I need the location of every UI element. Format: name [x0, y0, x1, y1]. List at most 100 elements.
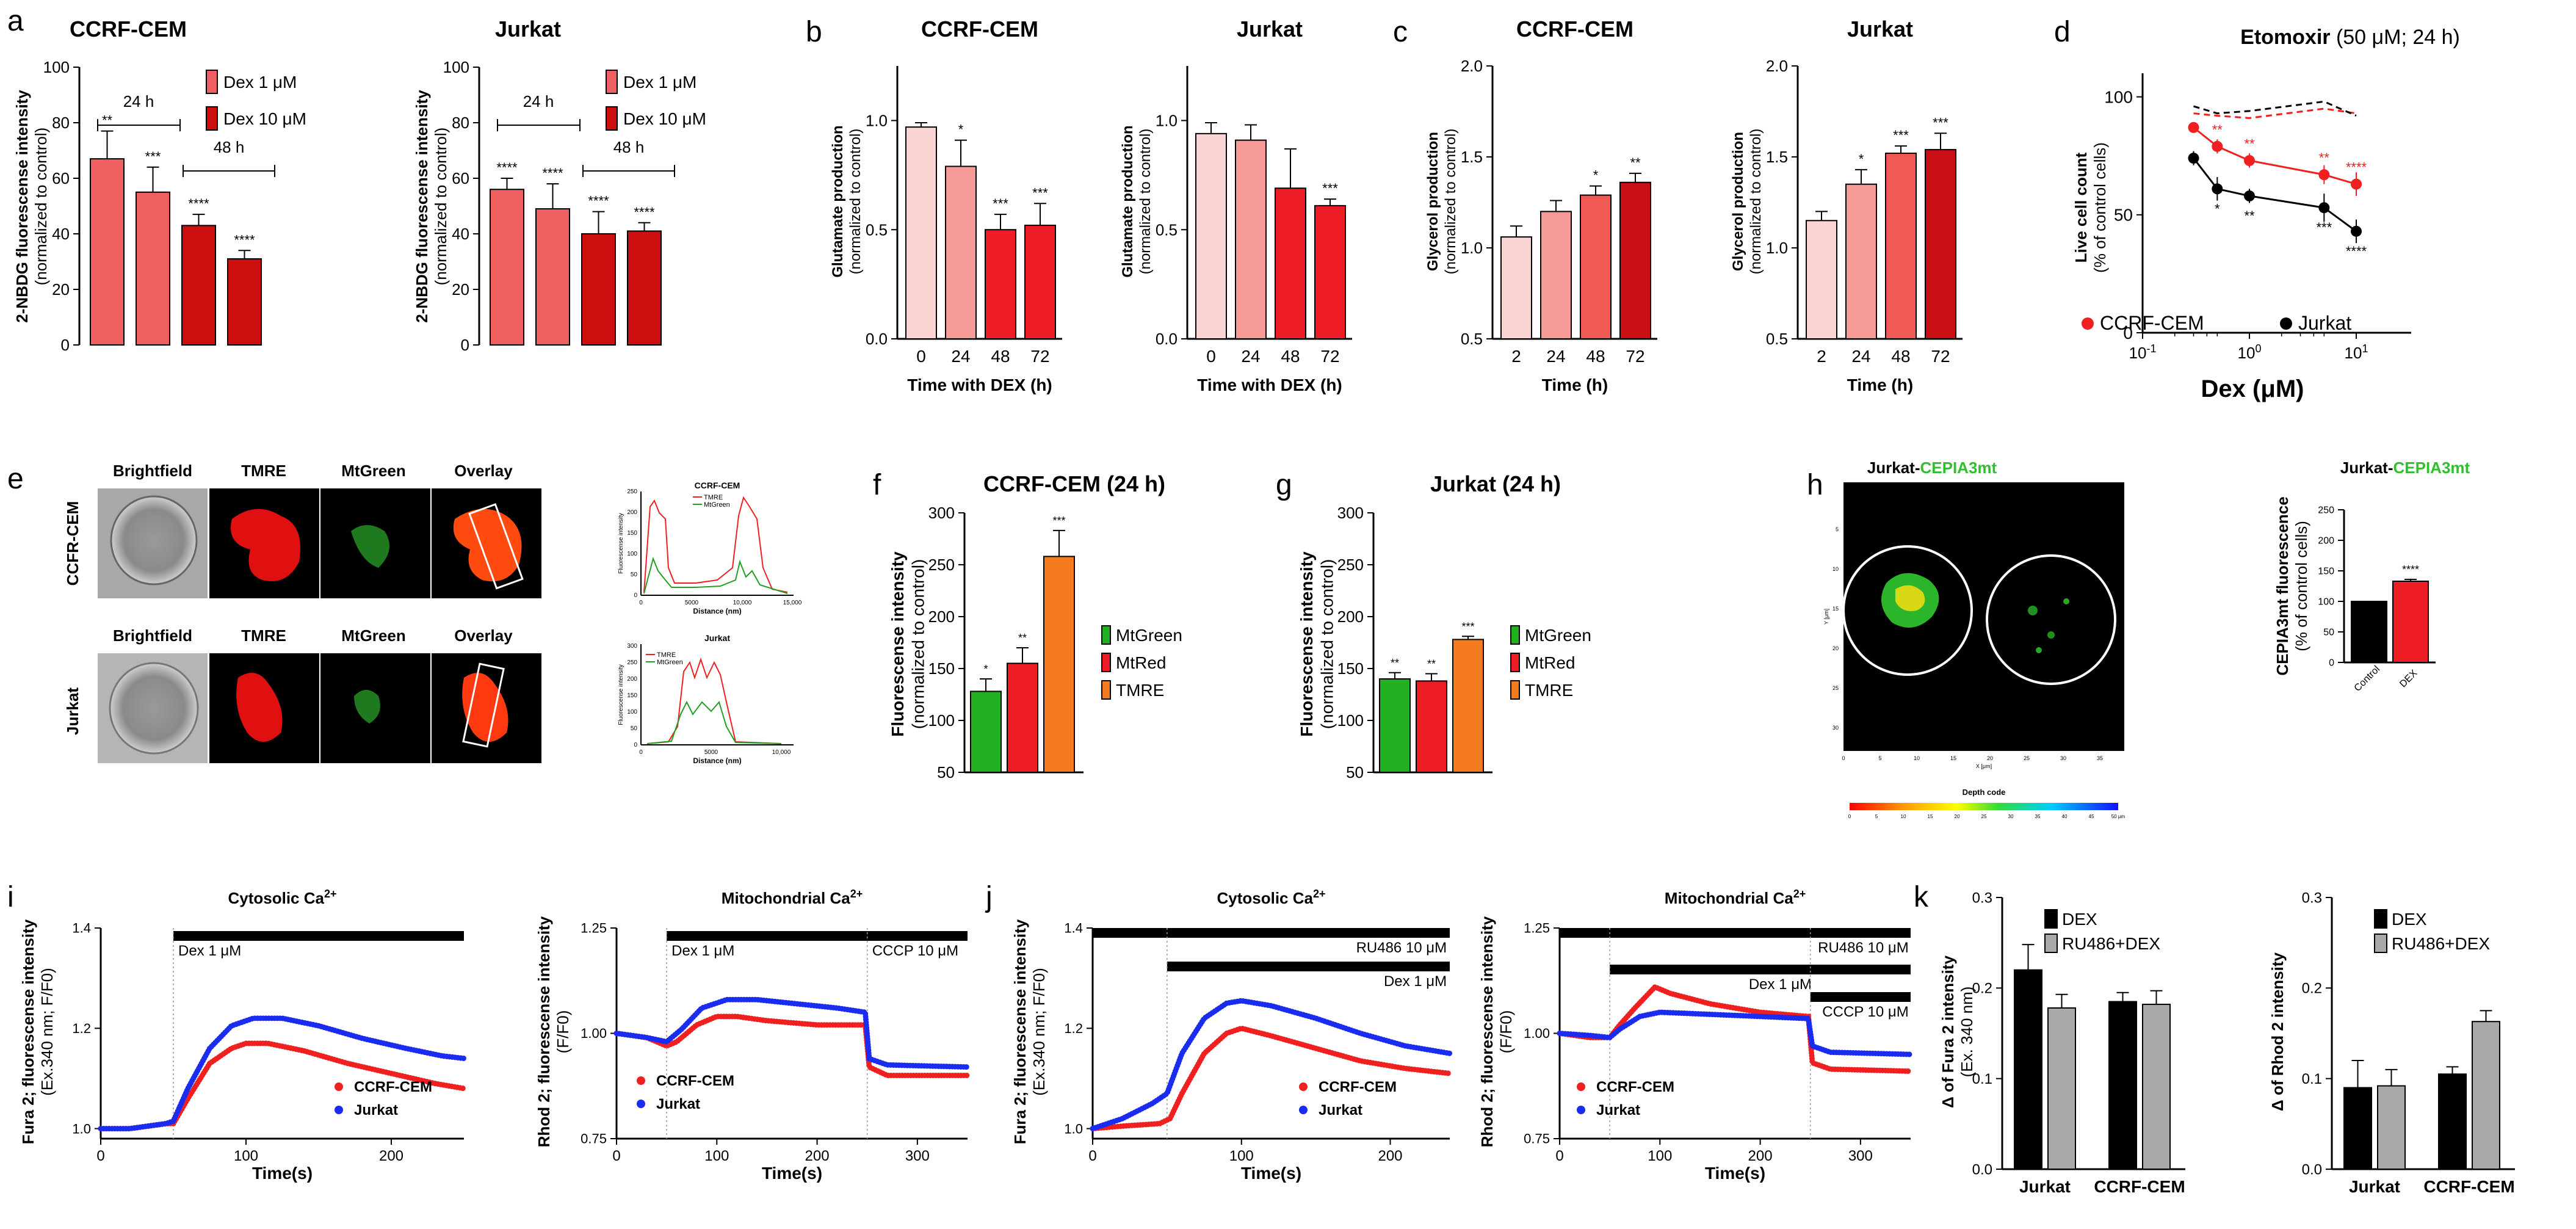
data-bar-0 — [490, 189, 524, 346]
significance-1: * — [958, 122, 964, 137]
legend-swatch-dex1 — [606, 70, 618, 94]
chart-y-tick-label: 50 — [937, 763, 955, 781]
header-brightfield-2: Brightfield — [113, 626, 192, 645]
data-bar-3 — [1314, 205, 1346, 340]
profile-tick-x-1: 5000 — [685, 600, 699, 606]
chart-g-jurkat: Jurkat (24 h) Fluorescense intensity (norm… — [1297, 471, 1591, 781]
x-tick-label-1: 100 — [1229, 1148, 1254, 1164]
h-tick-x-7: 35 — [2097, 755, 2103, 761]
chart-a-jurkat: Jurkat 2-NBDG fluorescense intensity (norm… — [413, 16, 706, 354]
chart-y-tick-label: 150 — [928, 659, 955, 678]
chart-title: CCRF-CEM — [1516, 16, 1634, 42]
x-tick-label-1: CCRF-CEM — [2094, 1177, 2185, 1196]
chart-y-tick-label: 1.5 — [1766, 148, 1788, 166]
x-tick-label-2: 200 — [805, 1148, 830, 1164]
chart-y-tick-label: 0 — [2329, 658, 2334, 669]
x-tick-label-1: 100 — [234, 1148, 258, 1164]
h-tick-x-5: 25 — [2024, 755, 2030, 761]
chart-y-tick-label: 0.3 — [1972, 890, 1992, 906]
bracket-48h-label: 48 h — [214, 138, 245, 156]
chart-j-mitochondrial: Mitochondrial Ca2+ Rhod 2; fluorescense i… — [1478, 888, 1914, 1183]
data-bar-3 — [227, 258, 262, 346]
profile-tick-y-4: 200 — [627, 509, 637, 516]
profile-tick-y-3: 150 — [627, 530, 637, 537]
chart-y-tick-label: 20 — [452, 280, 469, 299]
chart-y-tick-label: 60 — [52, 169, 70, 187]
x-tick-label-1: 100 — [1648, 1148, 1672, 1164]
treatment-label-0: RU486 10 μM — [1356, 940, 1447, 956]
profile-title-ccrf: CCRF-CEM — [695, 480, 740, 490]
depth-tick-label-25: 25 — [1981, 814, 1987, 819]
significance-0: ** — [1391, 657, 1399, 669]
legend-marker-ccrf — [1299, 1082, 1308, 1091]
legend-swatch-1 — [1510, 653, 1520, 672]
chart-y-tick-label: 1.5 — [1461, 148, 1483, 166]
x-tick-label-0: 0 — [1206, 347, 1216, 366]
chart-y-tick-label: 0 — [2123, 324, 2133, 343]
x-tick-label-0: 2 — [1817, 347, 1826, 366]
chart-ylabel: Fluorescense intensity — [1297, 551, 1316, 737]
profile2-tick-x-0: 0 — [639, 749, 643, 756]
h-tick-y-4: 25 — [1833, 685, 1839, 691]
data-point-1-3 — [2318, 202, 2330, 214]
chart-y-tick-label: 1.0 — [1766, 239, 1788, 257]
data-point-1-2 — [2244, 190, 2255, 201]
profile-tick-y-5: 250 — [627, 488, 637, 495]
data-point-0-0 — [2188, 121, 2199, 133]
mtgreen-signal-1 — [351, 525, 389, 568]
profile-tick-x-3: 15,000 — [783, 600, 802, 606]
significance-0-1: ** — [2212, 122, 2223, 137]
significance-1-3: *** — [2316, 220, 2332, 235]
chart-y-tick-label: 2.0 — [1766, 57, 1788, 75]
chart-title: Jurkat — [1237, 16, 1303, 42]
profile2-tick-y-3: 150 — [627, 692, 637, 699]
profile2-tick-y-6: 300 — [627, 643, 637, 650]
depth-tick-label-40: 40 — [2062, 814, 2068, 819]
treatment-label-0: RU486 10 μM — [1818, 940, 1909, 956]
chart-ylabel-2: (normalized to control) — [32, 128, 50, 286]
profile2-tick-y-2: 100 — [627, 709, 637, 716]
chart-xlabel: Dex (μM) — [2201, 375, 2304, 402]
x-tick-label-1: DEX — [2398, 668, 2420, 690]
chart-y-tick-label: 0.1 — [2302, 1071, 2322, 1087]
legend-label-1: MtRed — [1525, 653, 1575, 672]
h-tick-x-4: 20 — [1987, 755, 1993, 761]
significance-1-1: * — [2215, 201, 2220, 216]
treatment-bar-1 — [1167, 962, 1450, 971]
chart-y-tick-label: 0.0 — [866, 330, 888, 348]
data-bar-0 — [1500, 236, 1532, 339]
chart-y-tick-label: 1.2 — [1064, 1021, 1083, 1036]
chart-y-tick-label: 200 — [1337, 607, 1364, 626]
chart-d-etomoxir: Etomoxir (50 μM; 24 h) Live cell count (% … — [2072, 26, 2460, 402]
chart-y-tick-label: 150 — [2318, 567, 2334, 577]
significance-3: **** — [234, 232, 255, 247]
chart-title: Cytosolic Ca2+ — [228, 888, 336, 907]
h-signal-yellow-core — [1895, 585, 1925, 611]
chart-y-tick-label: 1.00 — [1524, 1026, 1550, 1041]
depth-tick-label-0: 0 — [1848, 814, 1851, 819]
data-bar-0 — [1806, 220, 1837, 339]
data-bar-1-1 — [2472, 1021, 2500, 1170]
chart-y-tick-label: 300 — [928, 504, 955, 522]
chart-title: CCRF-CEM — [921, 16, 1038, 42]
chart-ylabel: Δ of Rhod 2 intensity — [2268, 952, 2287, 1111]
profile-ylabel-jurkat: Fluorescense intensity — [618, 664, 624, 725]
x-tick-label-0: 0 — [1088, 1148, 1096, 1164]
x-tick-label-3: 300 — [905, 1148, 930, 1164]
legend-marker-jurkat — [1299, 1106, 1308, 1114]
significance-0: * — [983, 663, 988, 675]
header-mtgreen-2: MtGreen — [341, 626, 405, 645]
overlay-signal-1 — [453, 509, 522, 582]
data-bar-3 — [627, 230, 662, 346]
data-bar-3 — [1925, 149, 1956, 340]
depth-tick-label-15: 15 — [1928, 814, 1933, 819]
data-bar-1 — [1416, 680, 1447, 774]
x-tick-label-3: 72 — [1320, 347, 1339, 366]
trace-0 — [1557, 984, 1914, 1075]
x-tick-label-2: 200 — [1748, 1148, 1773, 1164]
chart-y-tick-label: 0.3 — [2302, 890, 2322, 906]
chart-y-tick-label: 0.2 — [2302, 981, 2322, 997]
legend-swatch-2 — [1101, 680, 1111, 700]
panel-letter-i: i — [7, 881, 14, 913]
data-point-0-1 — [2212, 140, 2223, 152]
